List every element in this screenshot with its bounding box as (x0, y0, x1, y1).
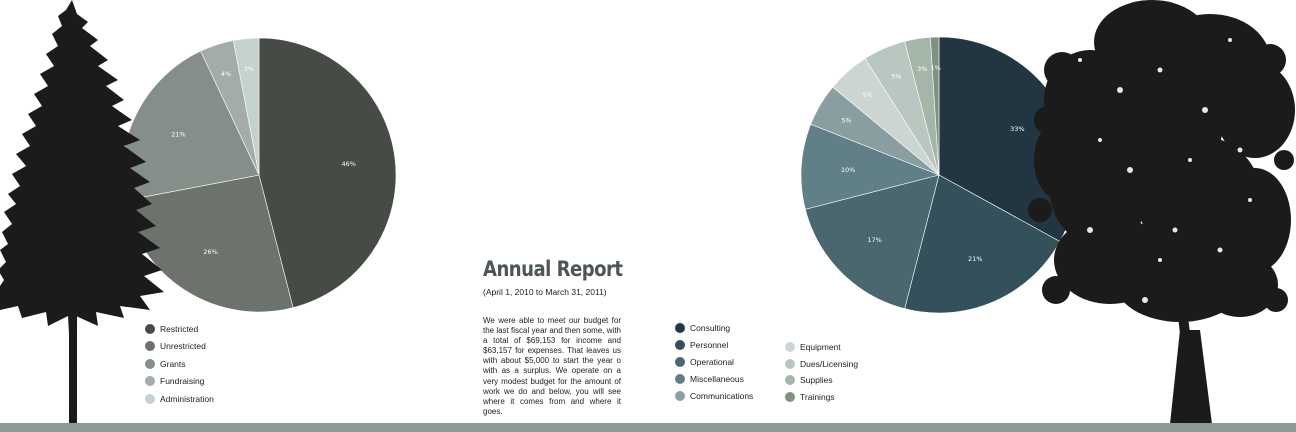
ground-bar (0, 423, 1296, 432)
slice-label-fundraising: 4% (221, 70, 231, 78)
slice-label-miscellaneous: 10% (841, 166, 855, 174)
legend-swatch (145, 376, 155, 387)
slice-label-restricted: 46% (341, 160, 355, 168)
legend-item-unrestricted: Unrestricted (145, 338, 214, 356)
legend-swatch (675, 390, 685, 401)
legend-label: Restricted (160, 323, 199, 334)
legend-swatch (785, 375, 795, 386)
pine-tree-silhouette (0, 0, 164, 424)
pie-slice-operational (804, 174, 940, 310)
pie-slice-personnel (904, 174, 1061, 314)
legend-item-personnel: Personnel (675, 336, 753, 353)
report-summary: We were able to meet our budget for the … (483, 316, 621, 416)
legend-swatch (785, 358, 795, 369)
legend-swatch (145, 341, 155, 352)
legend-label: Operational (690, 356, 734, 367)
legend-swatch (145, 323, 155, 334)
slice-label-operational: 17% (867, 236, 881, 244)
legend-item-administration: Administration (145, 390, 214, 408)
legend-swatch (145, 393, 155, 404)
legend-swatch (145, 358, 155, 369)
slice-label-personnel: 21% (968, 255, 982, 263)
oak-tree-silhouette (1028, 0, 1295, 424)
slice-label-consulting: 33% (1010, 125, 1024, 133)
legend-item-dues-licensing: Dues/Licensing (785, 356, 858, 373)
legend-label: Trainings (800, 391, 835, 402)
pie-slice-restricted (258, 37, 397, 309)
expenses-legend-primary: Consulting Personnel Operational Miscellane… (675, 319, 753, 404)
legend-swatch (675, 373, 685, 384)
legend-label: Communications (690, 390, 754, 401)
legend-item-consulting: Consulting (675, 319, 753, 336)
legend-label: Consulting (690, 322, 731, 333)
legend-swatch (675, 356, 685, 367)
income-legend: Restricted Unrestricted Grants Fundraising A… (145, 320, 214, 408)
legend-swatch (675, 339, 685, 350)
legend-label: Fundraising (160, 376, 205, 387)
legend-item-miscellaneous: Miscellaneous (675, 370, 753, 387)
slice-label-dues-licensing: 5% (891, 73, 901, 81)
pie-slice-administration (232, 37, 260, 176)
legend-swatch (785, 342, 795, 353)
expenses-pie-chart: 33% 21% 17% 10% 5% 5% 5% 3% 1% (800, 36, 1078, 314)
slice-label-unrestricted: 26% (203, 248, 217, 256)
legend-label: Equipment (800, 342, 841, 353)
legend-item-supplies: Supplies (785, 372, 858, 389)
legend-item-grants: Grants (145, 355, 214, 373)
slice-label-grants: 21% (171, 130, 185, 138)
pie-slice-miscellaneous (800, 123, 940, 210)
legend-item-restricted: Restricted (145, 320, 214, 338)
legend-item-equipment: Equipment (785, 339, 858, 356)
legend-item-communications: Communications (675, 387, 753, 404)
pie-slice-trainings (930, 36, 940, 176)
legend-label: Miscellaneous (690, 373, 744, 384)
slice-label-communications: 5% (841, 117, 851, 125)
slice-label-administration: 3% (244, 65, 254, 73)
report-period: (April 1, 2010 to March 31, 2011) (483, 287, 607, 297)
income-pie-chart: 46% 26% 21% 4% 3% (121, 37, 397, 313)
legend-item-fundraising: Fundraising (145, 373, 214, 391)
legend-item-trainings: Trainings (785, 389, 858, 406)
legend-label: Unrestricted (160, 341, 206, 352)
legend-swatch (785, 391, 795, 402)
legend-item-operational: Operational (675, 353, 753, 370)
legend-swatch (675, 322, 685, 333)
legend-label: Administration (160, 393, 214, 404)
slice-label-trainings: 1% (930, 64, 940, 72)
slice-label-equipment: 5% (863, 91, 873, 99)
legend-label: Supplies (800, 375, 833, 386)
legend-label: Grants (160, 358, 186, 369)
expenses-legend-secondary: Equipment Dues/Licensing Supplies Trainings (785, 339, 858, 405)
report-title: Annual Report (483, 257, 623, 281)
legend-label: Personnel (690, 339, 729, 350)
legend-label: Dues/Licensing (800, 358, 859, 369)
slice-label-supplies: 3% (917, 65, 927, 73)
